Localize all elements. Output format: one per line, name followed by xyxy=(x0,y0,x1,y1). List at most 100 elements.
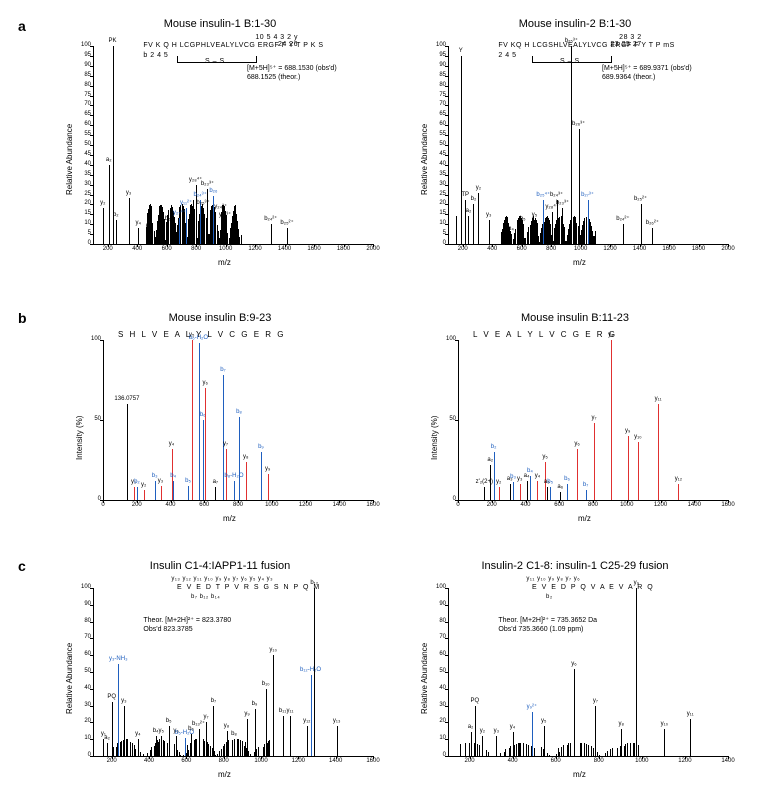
peak xyxy=(188,486,189,500)
peak-label: b₄ xyxy=(170,473,176,479)
noise-peak xyxy=(518,743,519,756)
disulfide-bracket xyxy=(177,56,257,63)
y-tick: 100 xyxy=(71,584,91,590)
peak xyxy=(523,224,524,244)
peak-label: TP xyxy=(461,192,469,198)
peak xyxy=(134,487,135,500)
y-tick: 100 xyxy=(436,336,456,342)
peak-label: y₉ xyxy=(265,466,270,472)
peak xyxy=(513,482,514,500)
peak-label: y₄ xyxy=(135,220,140,226)
peak xyxy=(213,706,214,756)
peak xyxy=(623,224,624,244)
noise-peak xyxy=(586,744,587,756)
peak xyxy=(628,436,629,500)
y-tick: 20 xyxy=(71,200,91,206)
peak-label: y₅ xyxy=(159,220,164,226)
x-axis-label: m/z xyxy=(223,514,236,523)
noise-peak xyxy=(242,741,243,756)
peak xyxy=(638,442,639,500)
y-tick: 45 xyxy=(71,151,91,157)
peak-label: y₄ xyxy=(510,724,515,730)
panel-a_right: Mouse insulin-2 B:1-30YTPa₂b₂y₂y₃b₄b₅y₅b… xyxy=(410,18,740,278)
peak xyxy=(186,208,187,244)
peak-label: y₃ xyxy=(121,698,126,704)
noise-peak xyxy=(588,745,589,756)
peak xyxy=(571,46,572,244)
peak-label: y₇ xyxy=(203,714,208,720)
sequence-inset: E V E D P Q V A E V A R Q xyxy=(532,584,654,591)
peak-label: PQ xyxy=(471,698,480,704)
peak xyxy=(199,729,200,756)
peak-label: y₁₃ xyxy=(333,718,340,724)
noise-peak xyxy=(630,743,631,756)
peak-label: y₁₀ xyxy=(269,647,277,653)
y-tick: 100 xyxy=(71,42,91,48)
peak xyxy=(138,228,139,244)
peak-label: b₂ xyxy=(134,479,140,485)
noise-peak xyxy=(514,745,515,756)
y-tick: 45 xyxy=(426,151,446,157)
peak xyxy=(534,220,535,244)
y-tick: 85 xyxy=(426,72,446,78)
peak-label: y₃ xyxy=(517,476,522,482)
mass-inset: [M+5H]⁵⁺ = 688.1530 (obs'd) 688.1525 (th… xyxy=(247,64,337,82)
peak xyxy=(230,228,231,244)
peak-label: y₃ xyxy=(486,212,491,218)
noise-peak xyxy=(248,751,249,756)
sequence-b-indices: b 2 4 5 xyxy=(143,52,168,59)
peak-label: y₁₁ xyxy=(687,711,694,717)
noise-peak xyxy=(159,739,160,756)
peak xyxy=(109,165,110,244)
plot-area: y₁a₂PQy₃-NH₃y₃y₄b₄y₅b₅y₆b₅-H₂Ob₆b₁₃²⁺y₇b… xyxy=(93,588,374,757)
peak-label: b₈ xyxy=(231,731,237,737)
x-axis-label: m/z xyxy=(578,514,591,523)
sequence-inset: S H L V E A L Y L V C G E R G xyxy=(118,330,286,339)
noise-peak xyxy=(627,743,628,756)
peak-label: Y xyxy=(459,48,463,54)
peak xyxy=(496,736,497,756)
peak xyxy=(200,200,201,244)
peak-label: b₉ xyxy=(258,444,264,450)
peak xyxy=(271,224,272,244)
y-tick: 0 xyxy=(426,752,446,758)
peak-label: b₁₂-H₂O xyxy=(300,667,321,673)
peak-label: y₉ xyxy=(244,711,249,717)
noise-peak xyxy=(591,746,592,756)
panel-c_left: Insulin C1-4:IAPP1-11 fusiony₁a₂PQy₃-NH₃… xyxy=(55,560,385,780)
peak xyxy=(547,487,548,500)
peak xyxy=(215,487,216,500)
y-tick: 30 xyxy=(426,181,446,187)
peak xyxy=(138,739,139,756)
noise-peak xyxy=(127,741,128,756)
peak xyxy=(268,474,269,500)
peak xyxy=(155,481,156,500)
peak-label: b₂₃³⁺ xyxy=(201,180,214,187)
panel-title: Mouse insulin-1 B:1-30 xyxy=(55,18,385,30)
noise-peak xyxy=(465,743,466,756)
peak xyxy=(168,224,169,244)
peak-label: a₂ xyxy=(487,457,493,463)
panel-title: Insulin-2 C1-8: insulin-1 C25-29 fusion xyxy=(410,560,740,572)
peak xyxy=(594,423,595,500)
peak-label: b₅ xyxy=(520,216,526,222)
noise-peak xyxy=(196,739,197,756)
noise-peak xyxy=(227,233,228,244)
y-tick: 40 xyxy=(71,685,91,691)
plot-area: z'₂(2+)a₂b₂y₂a₃b₃y₃a₄b₄y₄y₅a₅b₅a₆b₆y₆b₇y… xyxy=(458,340,729,501)
noise-peak xyxy=(625,744,626,756)
peak xyxy=(179,218,180,244)
peak xyxy=(484,487,485,500)
peak xyxy=(149,232,150,244)
y-tick: 100 xyxy=(426,42,446,48)
noise-peak xyxy=(547,753,548,756)
peak-label: b₅ xyxy=(165,216,171,222)
y-tick: 55 xyxy=(426,131,446,137)
peak-label: y₇ xyxy=(593,698,598,704)
peak-label: y₂ xyxy=(141,482,146,488)
peak xyxy=(471,732,472,756)
peak xyxy=(199,343,200,500)
noise-peak xyxy=(528,227,529,244)
y-tick: 100 xyxy=(81,336,101,342)
panel-a_left: Mouse insulin-1 B:1-30PKy₂a₂b₂y₃y₄b₄y₅b₅… xyxy=(55,18,385,278)
